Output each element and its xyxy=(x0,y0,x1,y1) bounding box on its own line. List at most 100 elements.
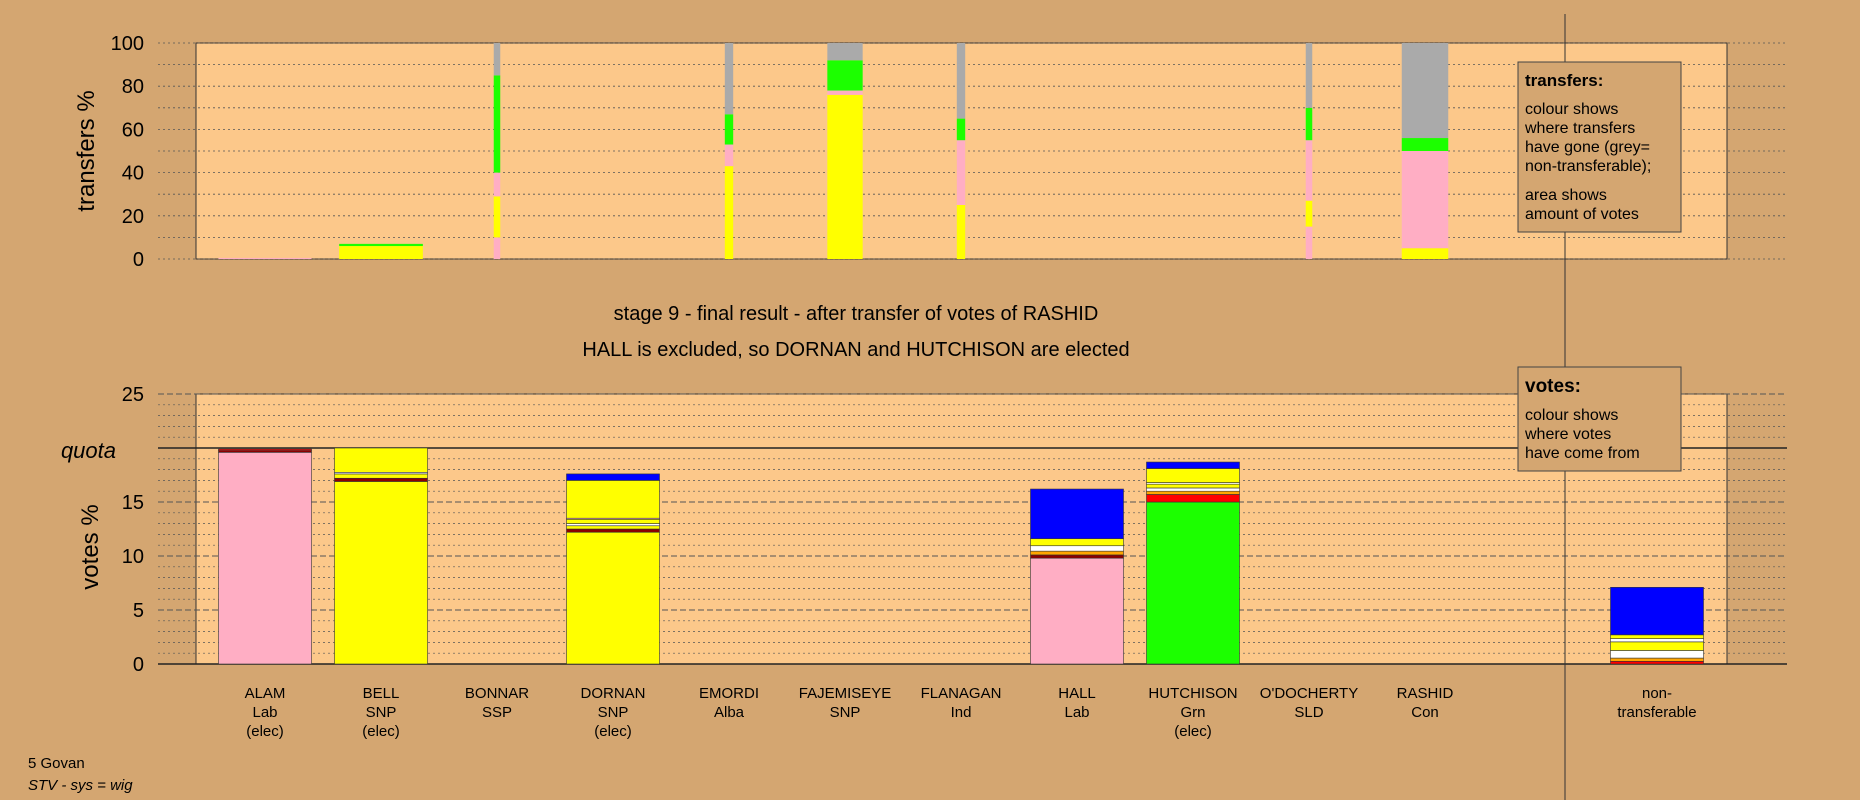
vote-segment xyxy=(1610,657,1704,662)
vote-segment xyxy=(1146,468,1240,483)
vote-segment xyxy=(334,447,428,473)
transfer-segment xyxy=(956,43,966,119)
candidate-name: non- xyxy=(1642,685,1672,702)
votes-legend-line: where votes xyxy=(1524,426,1611,443)
vote-segment xyxy=(334,477,428,482)
candidate-name: FAJEMISEYE xyxy=(799,685,892,702)
votes-legend-line: colour shows xyxy=(1525,407,1618,424)
candidate-party: Con xyxy=(1411,704,1439,721)
result-subtitle: HALL is excluded, so DORNAN and HUTCHISO… xyxy=(582,339,1129,361)
transfers-legend-title: transfers: xyxy=(1525,71,1603,90)
vote-segment xyxy=(1146,494,1240,503)
votes-y-axis-label: votes % xyxy=(77,504,104,589)
vote-segment xyxy=(1030,557,1124,665)
vote-segment xyxy=(1146,501,1240,665)
candidate-party: SNP xyxy=(830,704,861,721)
votes-y-ticks: 0 5 10 15 25 xyxy=(122,384,144,676)
candidate-name: RASHID xyxy=(1397,685,1454,702)
transfers-legend: transfers: colour shows where transfers … xyxy=(1517,61,1682,233)
transfers-bars xyxy=(218,43,1449,259)
candidate-party: SLD xyxy=(1294,704,1323,721)
transfers-y-tick-label: 80 xyxy=(122,76,144,98)
transfer-segment xyxy=(493,237,501,259)
transfers-y-tick-label: 60 xyxy=(122,119,144,141)
votes-legend: votes: colour shows where votes have com… xyxy=(1517,366,1682,472)
vote-segment xyxy=(1030,554,1124,559)
vote-segment xyxy=(1146,487,1240,492)
transfers-legend-line: area shows xyxy=(1525,187,1607,204)
transfer-segment xyxy=(1401,138,1449,151)
constituency-label: 5 Govan xyxy=(28,755,85,772)
candidate-labels: ALAM Lab (elec) BELL SNP (elec) BONNAR SSP DORNA… xyxy=(245,685,1697,740)
transfer-segment xyxy=(956,140,966,205)
votes-y-tick-label: 15 xyxy=(122,492,144,514)
vote-segment xyxy=(334,473,428,479)
transfers-y-axis-label: transfers % xyxy=(73,90,100,211)
transfer-segment xyxy=(493,75,501,173)
transfers-legend-line: where transfers xyxy=(1524,120,1635,137)
vote-segment xyxy=(334,481,428,665)
transfers-y-ticks: 0 20 40 60 80 100 xyxy=(111,33,144,271)
transfers-legend-line: non-transferable); xyxy=(1525,158,1651,175)
candidate-name: HUTCHISON xyxy=(1148,685,1237,702)
candidate-party: Alba xyxy=(714,704,745,721)
transfer-segment xyxy=(724,166,734,259)
votes-legend-box xyxy=(1517,366,1682,472)
candidate-party: SSP xyxy=(482,704,512,721)
votes-bars xyxy=(218,447,1704,665)
candidate-party: transferable xyxy=(1617,704,1696,721)
vote-segment xyxy=(1610,634,1704,639)
transfer-segment xyxy=(1305,226,1313,259)
transfer-segment xyxy=(493,196,501,238)
vote-segment xyxy=(566,528,660,533)
transfer-segment xyxy=(493,43,501,76)
vote-segment xyxy=(1610,641,1704,651)
transfers-legend-box xyxy=(1517,61,1682,233)
quota-label: quota xyxy=(61,438,116,463)
vote-segment xyxy=(1146,461,1240,469)
vote-segment xyxy=(1030,538,1124,547)
transfer-segment xyxy=(724,114,734,145)
candidate-status: (elec) xyxy=(1174,723,1212,740)
transfer-segment xyxy=(339,243,423,247)
transfer-segment xyxy=(1305,43,1313,108)
transfers-legend-line: colour shows xyxy=(1525,101,1618,118)
system-label: STV - sys = wig xyxy=(28,777,133,794)
vote-segment xyxy=(1030,488,1124,540)
transfers-y-tick-label: 100 xyxy=(111,33,144,55)
transfer-segment xyxy=(827,60,863,91)
vote-segment xyxy=(566,518,660,524)
candidate-party: Lab xyxy=(252,704,277,721)
vote-segment xyxy=(566,523,660,527)
candidate-name: EMORDI xyxy=(699,685,759,702)
vote-segment xyxy=(1610,638,1704,643)
transfer-segment xyxy=(827,94,863,259)
candidate-status: (elec) xyxy=(246,723,284,740)
transfers-y-tick-label: 40 xyxy=(122,163,144,185)
transfer-segment xyxy=(1305,107,1313,141)
vote-segment xyxy=(566,525,660,530)
candidate-name: ALAM xyxy=(245,685,286,702)
transfer-segment xyxy=(1305,200,1313,227)
transfers-legend-line: amount of votes xyxy=(1525,206,1639,223)
vote-segment xyxy=(1610,660,1704,665)
vote-segment xyxy=(566,480,660,519)
candidate-name: FLANAGAN xyxy=(921,685,1002,702)
candidate-name: BELL xyxy=(363,685,400,702)
transfer-segment xyxy=(827,90,863,95)
candidate-party: Grn xyxy=(1180,704,1205,721)
candidate-status: (elec) xyxy=(594,723,632,740)
candidate-name: DORNAN xyxy=(580,685,645,702)
transfer-segment xyxy=(1401,151,1449,249)
transfer-segment xyxy=(956,118,966,141)
transfers-y-tick-label: 0 xyxy=(133,249,144,271)
vote-segment xyxy=(566,531,660,665)
transfer-segment xyxy=(339,246,423,259)
vote-segment xyxy=(1030,550,1124,556)
transfers-grid xyxy=(158,42,1787,260)
votes-y-tick-label: 25 xyxy=(122,384,144,406)
transfer-segment xyxy=(1401,43,1449,139)
votes-y-tick-label: 0 xyxy=(133,654,144,676)
vote-segment xyxy=(1610,587,1704,636)
